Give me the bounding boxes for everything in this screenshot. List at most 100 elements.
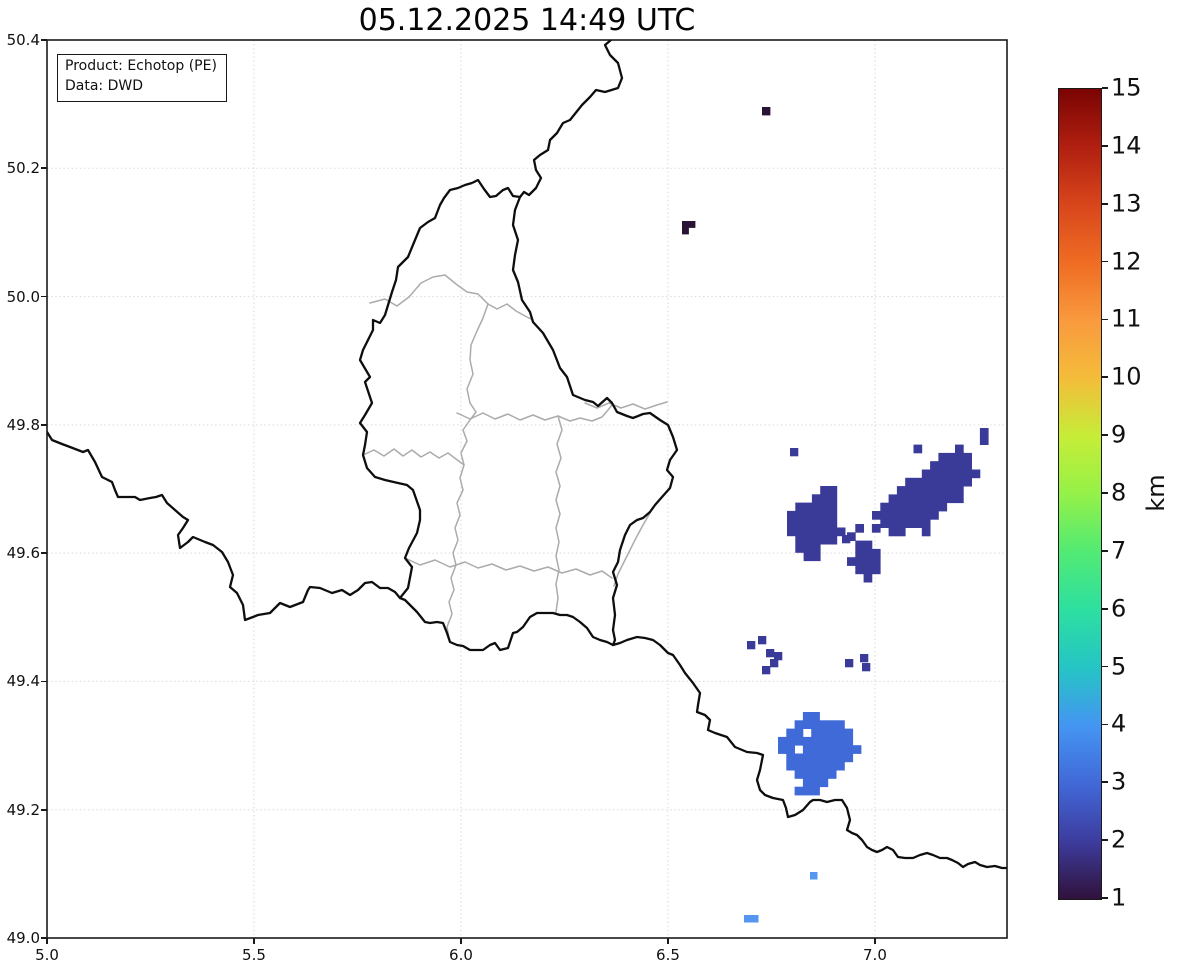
- colorbar-tick-label: 5: [1111, 652, 1127, 681]
- echo-cell: [827, 736, 837, 746]
- echo-cell: [946, 469, 956, 479]
- echo-cell: [871, 548, 881, 558]
- echo-cell: [786, 728, 795, 738]
- echo-cell: [819, 770, 829, 779]
- echo-cell: [819, 778, 829, 788]
- echo-cell: [905, 486, 914, 495]
- y-axis-tick: [41, 39, 47, 41]
- echo-cell: [803, 535, 813, 545]
- echo-cell: [955, 486, 964, 495]
- echo-cell: [803, 502, 813, 512]
- echo-cell: [836, 745, 845, 754]
- echo-cell: [888, 511, 898, 520]
- canton-border: [404, 557, 613, 579]
- echo-cell: [888, 527, 898, 537]
- colorbar-tick: [1101, 897, 1108, 899]
- echo-cell: [803, 544, 813, 553]
- figure-title: 05.12.2025 14:49 UTC: [358, 3, 696, 38]
- canton-border: [446, 303, 489, 639]
- echo-cell: [844, 728, 854, 738]
- colorbar-tick-label: 9: [1111, 420, 1127, 449]
- echo-cell: [880, 519, 889, 528]
- echo-cell: [955, 477, 964, 487]
- y-tick-label: 50.4: [6, 31, 40, 49]
- echo-cell: [930, 494, 939, 504]
- echo-cell: [802, 770, 812, 779]
- echo-cell: [682, 227, 689, 235]
- x-axis-tick: [874, 938, 876, 944]
- echo-cell: [819, 728, 829, 738]
- echo-cell: [820, 519, 829, 528]
- echo-cell: [827, 761, 837, 771]
- colorbar-tick-label: 15: [1111, 73, 1142, 102]
- echo-cell: [811, 494, 821, 503]
- y-axis-tick: [41, 552, 47, 554]
- echo-cell: [862, 663, 871, 672]
- y-axis-tick: [41, 808, 47, 811]
- echo-cell: [786, 745, 795, 754]
- echo-cell: [787, 519, 796, 528]
- echo-cell: [803, 519, 813, 528]
- echo-cell: [946, 477, 956, 487]
- echo-cell: [682, 221, 689, 228]
- colorbar-tick: [1101, 665, 1108, 668]
- echo-cell: [946, 461, 956, 470]
- echo-cell: [794, 761, 804, 771]
- echo-cell: [938, 486, 948, 495]
- echo-cell: [938, 494, 948, 504]
- plot-frame: [46, 39, 1008, 939]
- echo-cell: [955, 461, 964, 470]
- x-tick-label: 6.0: [449, 946, 473, 964]
- y-axis-tick: [41, 680, 47, 683]
- echo-cell: [802, 761, 812, 771]
- echo-cell: [802, 745, 812, 754]
- x-tick-label: 5.5: [242, 946, 266, 964]
- echo-cell: [802, 736, 812, 746]
- echo-cell: [786, 736, 795, 746]
- echo-cell: [794, 786, 804, 796]
- echo-cell: [794, 770, 804, 779]
- echo-cell: [820, 502, 829, 512]
- echo-cell: [955, 444, 964, 454]
- echo-cell: [802, 778, 812, 788]
- echo-cell: [896, 502, 906, 512]
- echo-cell: [888, 502, 898, 512]
- echo-cell: [938, 469, 948, 479]
- colorbar-tick-label: 7: [1111, 536, 1127, 565]
- echo-cell: [896, 527, 906, 537]
- echo-cell: [828, 535, 838, 545]
- echo-cell: [795, 502, 804, 512]
- colorbar-unit-label: km: [1142, 474, 1170, 512]
- echo-cell: [803, 552, 813, 562]
- echo-cell: [794, 720, 804, 729]
- echo-cell: [930, 461, 939, 470]
- echo-cell: [811, 552, 821, 562]
- echo-cell: [787, 510, 796, 520]
- echo-cell: [855, 540, 864, 550]
- echo-cell: [946, 486, 956, 495]
- echo-cell: [896, 486, 906, 495]
- echo-cell: [930, 469, 939, 479]
- echo-cell: [863, 565, 873, 575]
- echo-cell: [828, 510, 838, 520]
- echo-cell: [938, 452, 948, 462]
- echo-cell: [921, 519, 931, 528]
- echo-cell: [930, 511, 939, 520]
- echo-cell: [905, 494, 914, 504]
- echo-cell: [802, 786, 812, 796]
- echo-cell: [811, 544, 821, 553]
- echo-cell: [827, 720, 837, 729]
- echo-cell: [955, 452, 964, 462]
- echo-cell: [811, 519, 821, 528]
- colorbar-tick-label: 14: [1111, 131, 1142, 160]
- echo-cell: [794, 736, 804, 746]
- data-source-line: Data: DWD: [65, 77, 143, 94]
- echo-cell: [811, 510, 821, 520]
- echo-cell: [938, 477, 948, 487]
- colorbar: [1058, 88, 1102, 900]
- y-axis-tick: [41, 424, 47, 426]
- echo-cell: [811, 761, 820, 771]
- echo-cell: [844, 736, 854, 746]
- echo-cell: [863, 573, 873, 583]
